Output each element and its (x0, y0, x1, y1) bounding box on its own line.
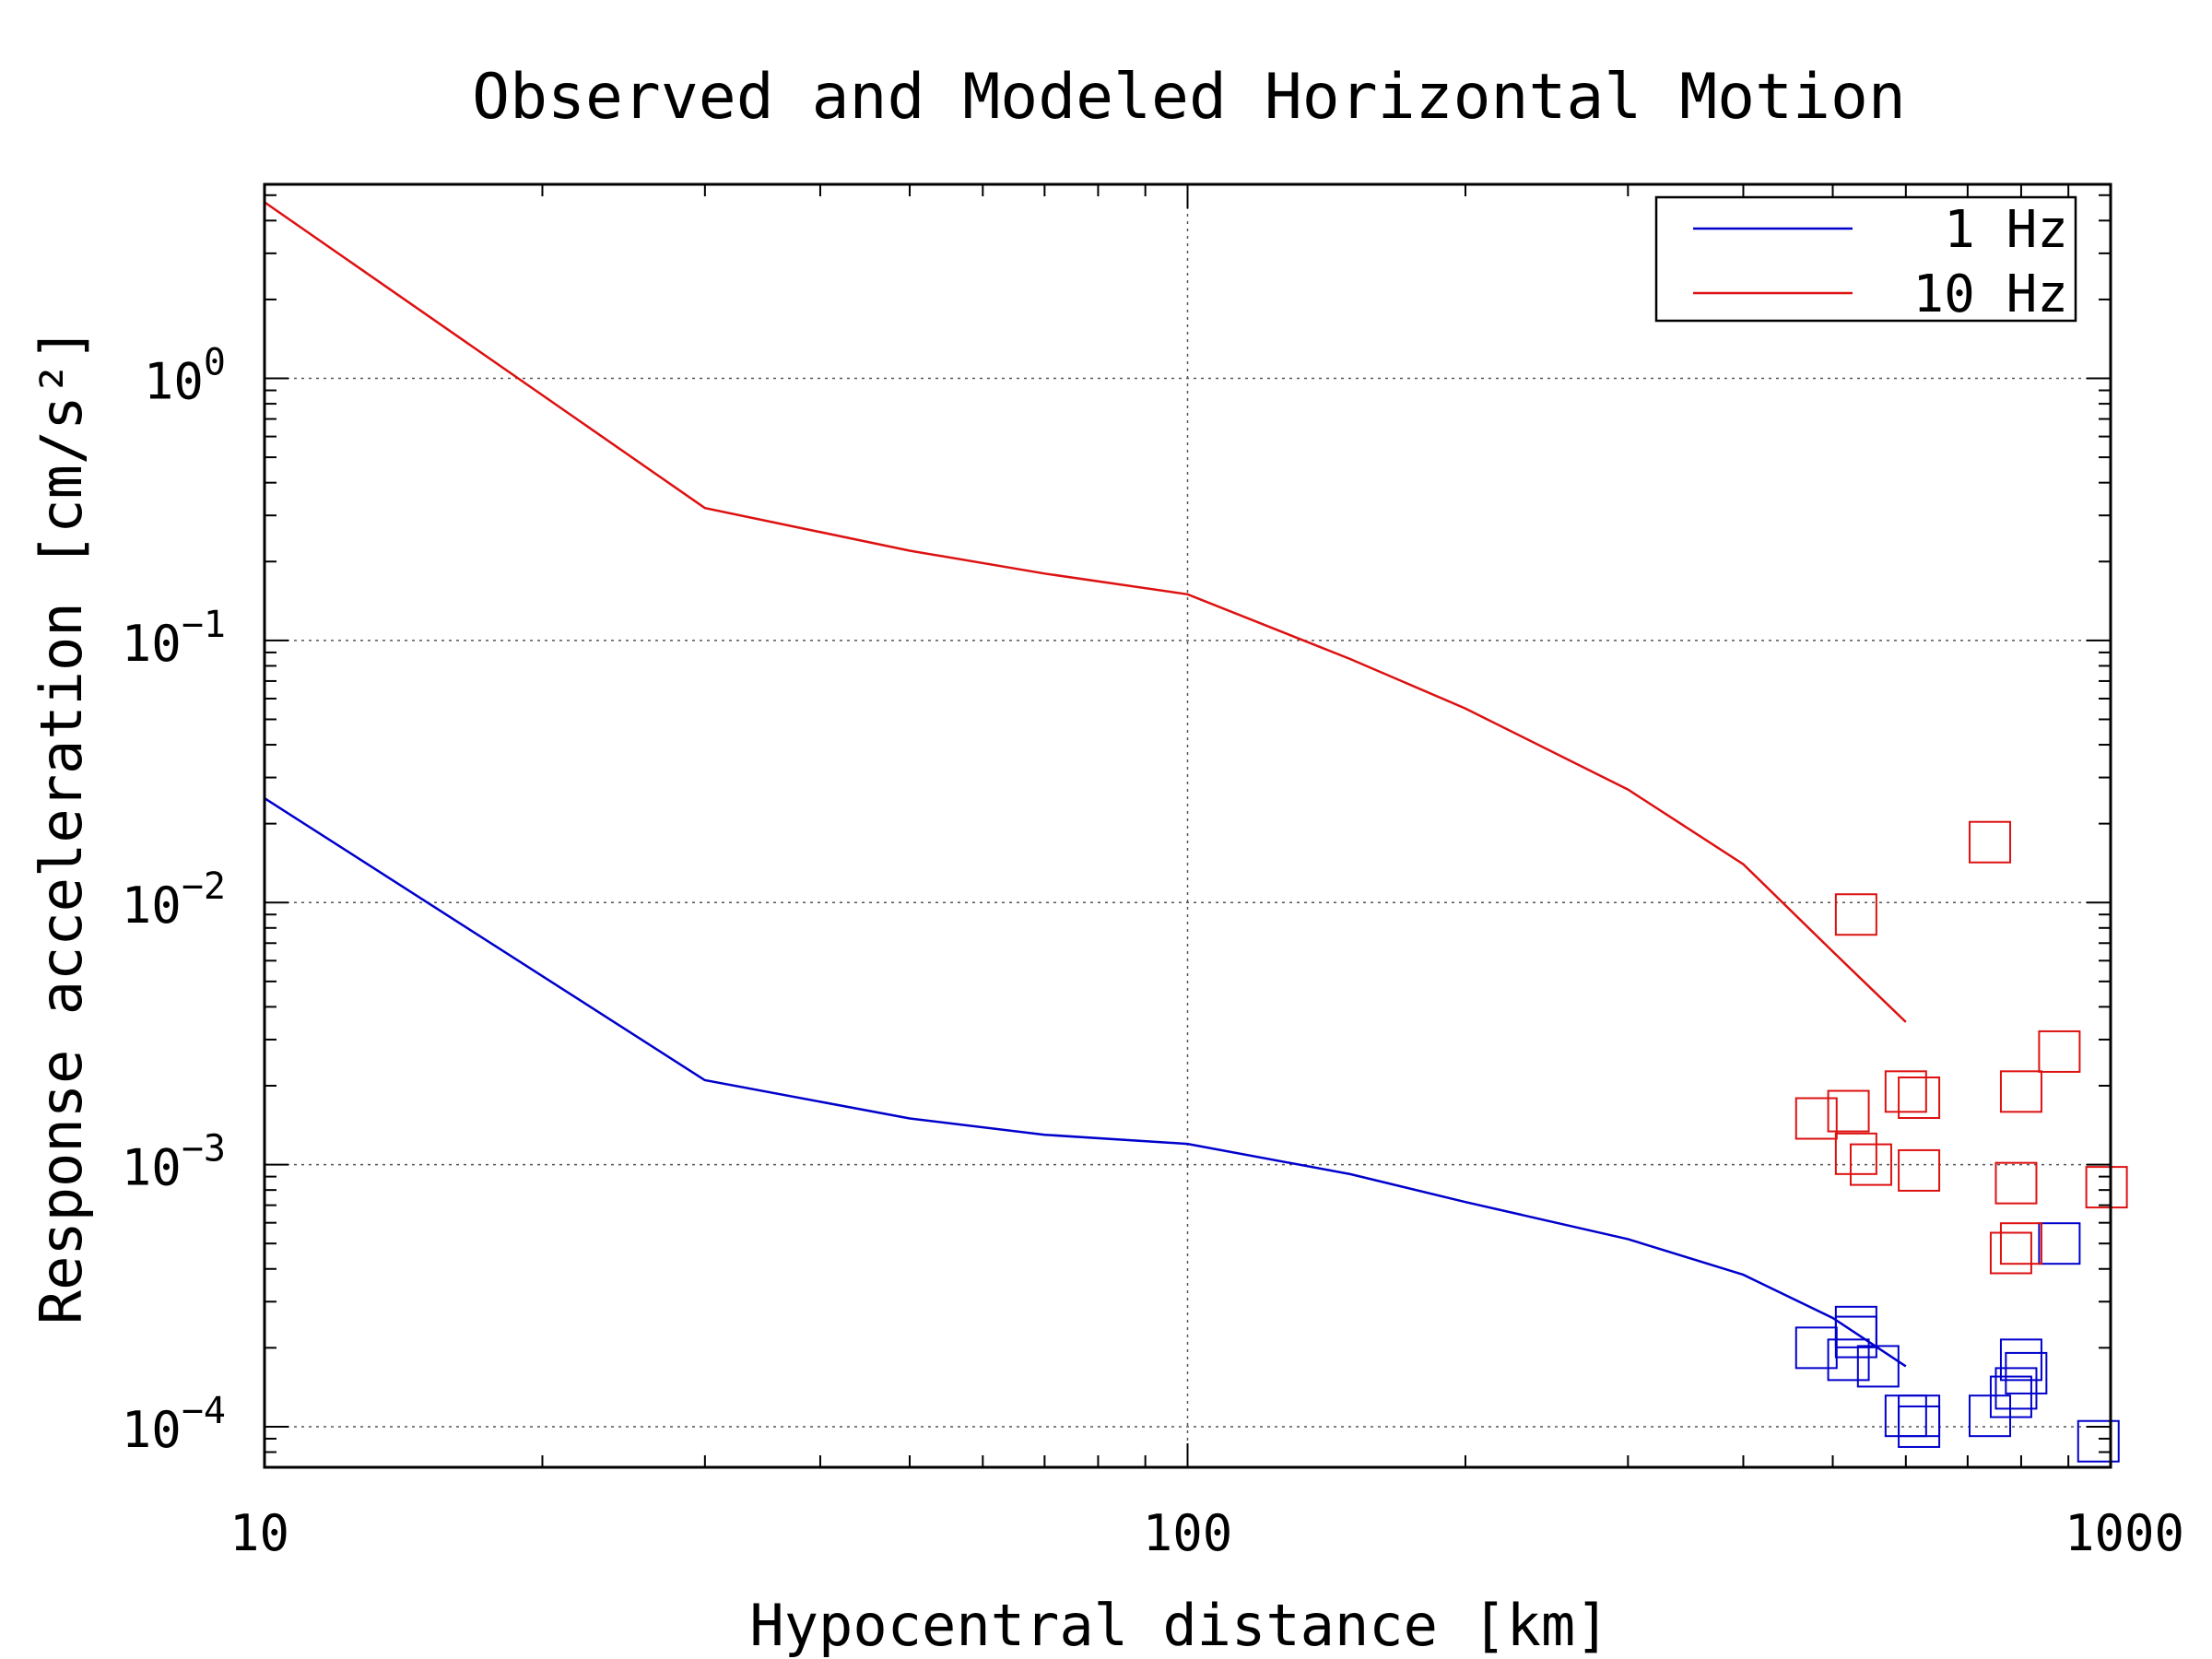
observed-point (1834, 1315, 1877, 1359)
legend-label: 1 Hz (1944, 200, 2068, 260)
observed-point (1994, 1367, 2038, 1410)
observed-point (1834, 1132, 1877, 1175)
observed-point (1794, 1326, 1838, 1370)
series-layer (264, 201, 2128, 1463)
observed-point (1989, 1231, 2032, 1275)
observed-point (1989, 1375, 2032, 1418)
observed-point (1849, 1143, 1892, 1186)
observed-point (1999, 1222, 2042, 1265)
x-tick-label: 100 (1143, 1504, 1233, 1562)
observed-point (2038, 1222, 2081, 1265)
observed-point (1898, 1148, 1941, 1192)
observed-point (1898, 1077, 1941, 1120)
observed-point (2085, 1166, 2128, 1209)
observed-point (1884, 1070, 1927, 1113)
observed-point (2005, 1351, 2048, 1394)
model-line-1hz (264, 797, 1907, 1368)
x-axis-label: Hypocentral distance [km] (749, 1592, 1609, 1659)
axis-ticks: 10 100 1000 10−4 10−3 10−2 10−1 100 (122, 184, 2184, 1562)
observed-point (1856, 1345, 1900, 1388)
observed-point (1827, 1089, 1870, 1133)
observed-point (2077, 1419, 2120, 1463)
observed-point (1827, 1338, 1870, 1382)
y-tick-label: 100 (144, 342, 226, 411)
y-axis-label: Response acceleration [cm/s²] (28, 327, 95, 1325)
legend-label: 10 Hz (1912, 265, 2068, 324)
model-line-10hz (264, 201, 1907, 1023)
observed-point (1794, 1097, 1838, 1140)
observed-point (1969, 820, 2012, 864)
observed-point (1898, 1394, 1941, 1438)
observed-point (1999, 1070, 2042, 1113)
observed-point (1884, 1394, 1927, 1438)
observed-point (2038, 1030, 2081, 1073)
observed-point (1834, 1305, 1877, 1348)
y-tick-label: 10−1 (122, 604, 226, 673)
grid (265, 184, 2111, 1467)
legend-box (1654, 195, 2077, 323)
y-tick-label: 10−4 (122, 1390, 226, 1459)
observed-point (1994, 1161, 2038, 1205)
x-tick-label: 1000 (2065, 1504, 2184, 1562)
y-tick-label: 10−3 (122, 1128, 226, 1197)
observed-point (1898, 1405, 1941, 1448)
chart-title: Observed and Modeled Horizontal Motion (472, 61, 1906, 134)
y-tick-label: 10−2 (122, 865, 226, 935)
observed-point (1999, 1338, 2042, 1382)
x-tick-label: 10 (229, 1504, 289, 1562)
observed-point (1834, 893, 1877, 936)
